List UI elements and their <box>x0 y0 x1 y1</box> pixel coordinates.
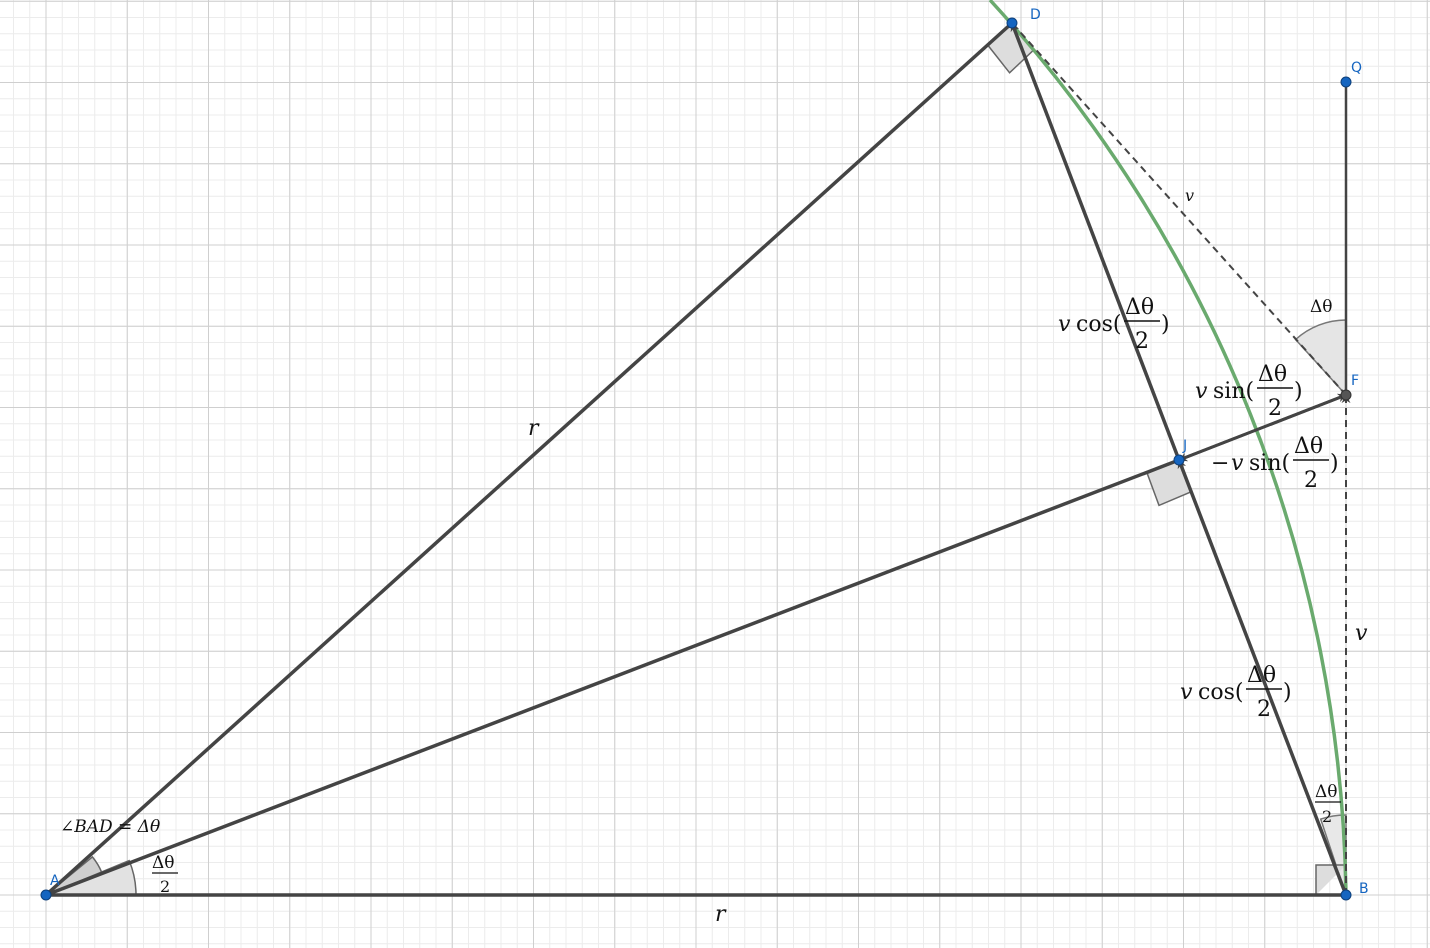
label-delta-theta-f: Δθ <box>1310 297 1333 317</box>
svg-text:sin(: sin( <box>1213 379 1254 404</box>
point-f[interactable] <box>1340 389 1352 401</box>
svg-text:cos(: cos( <box>1076 312 1121 337</box>
label-point-f: F <box>1351 373 1359 389</box>
svg-text:2: 2 <box>1135 329 1149 354</box>
label-r-ab: r <box>715 902 727 927</box>
svg-text:v: v <box>1180 680 1193 705</box>
point-j[interactable] <box>1173 454 1185 466</box>
label-point-q: Q <box>1351 60 1362 76</box>
label-point-d: D <box>1030 7 1041 23</box>
label-point-b: B <box>1359 881 1369 897</box>
svg-text:2: 2 <box>1304 468 1318 493</box>
circle-arc <box>988 0 1348 896</box>
right-angle-j-marker <box>1146 459 1192 507</box>
label-angle-bad: ∠BAD = Δθ <box>60 817 160 837</box>
point-d[interactable] <box>1006 17 1018 29</box>
svg-text:sin(: sin( <box>1249 451 1290 476</box>
label-v-sin: v sin( Δθ 2 ) <box>1195 362 1303 421</box>
svg-text:): ) <box>1294 379 1303 404</box>
svg-text:v: v <box>1058 312 1071 337</box>
svg-text:): ) <box>1283 680 1292 705</box>
svg-text:2: 2 <box>1257 697 1271 722</box>
label-v-cos-upper: v cos( Δθ 2 ) <box>1058 295 1170 354</box>
label-half-angle-a: Δθ 2 <box>152 853 178 896</box>
vector-f-to-j <box>1178 393 1347 462</box>
svg-text:): ) <box>1161 312 1170 337</box>
label-v-cos-lower: v cos( Δθ 2 ) <box>1180 663 1292 722</box>
label-half-angle-b: Δθ 2 <box>1315 782 1341 826</box>
svg-text:2: 2 <box>1268 396 1282 421</box>
segment-ad <box>44 21 1014 897</box>
label-minus-v-sin: − v sin( Δθ 2 ) <box>1211 434 1339 493</box>
svg-text:2: 2 <box>160 877 170 896</box>
svg-text:cos(: cos( <box>1198 680 1243 705</box>
segment-aj <box>45 458 1180 897</box>
vector-b-to-j <box>1177 459 1348 896</box>
label-v-fd: v <box>1185 186 1194 205</box>
dashed-fd <box>1011 22 1347 396</box>
label-point-a: A <box>50 873 60 889</box>
svg-text:Δθ: Δθ <box>1315 782 1338 802</box>
vector-j-to-d <box>1010 22 1181 461</box>
svg-text:−: − <box>1211 451 1229 476</box>
label-v-bf: v <box>1355 621 1368 646</box>
svg-text:v: v <box>1231 451 1244 476</box>
svg-text:): ) <box>1330 451 1339 476</box>
svg-text:Δθ: Δθ <box>1125 295 1154 320</box>
svg-text:Δθ: Δθ <box>152 853 175 873</box>
svg-text:2: 2 <box>1322 807 1332 826</box>
svg-text:Δθ: Δθ <box>1258 362 1287 387</box>
svg-text:v: v <box>1195 379 1208 404</box>
point-b[interactable] <box>1340 889 1352 901</box>
svg-text:Δθ: Δθ <box>1247 663 1276 688</box>
svg-text:Δθ: Δθ <box>1294 434 1323 459</box>
point-q[interactable] <box>1340 76 1352 88</box>
angle-dfq-marker <box>1294 319 1347 397</box>
label-r-ad: r <box>528 416 540 441</box>
label-point-j: J <box>1182 438 1187 454</box>
point-a[interactable] <box>40 889 52 901</box>
